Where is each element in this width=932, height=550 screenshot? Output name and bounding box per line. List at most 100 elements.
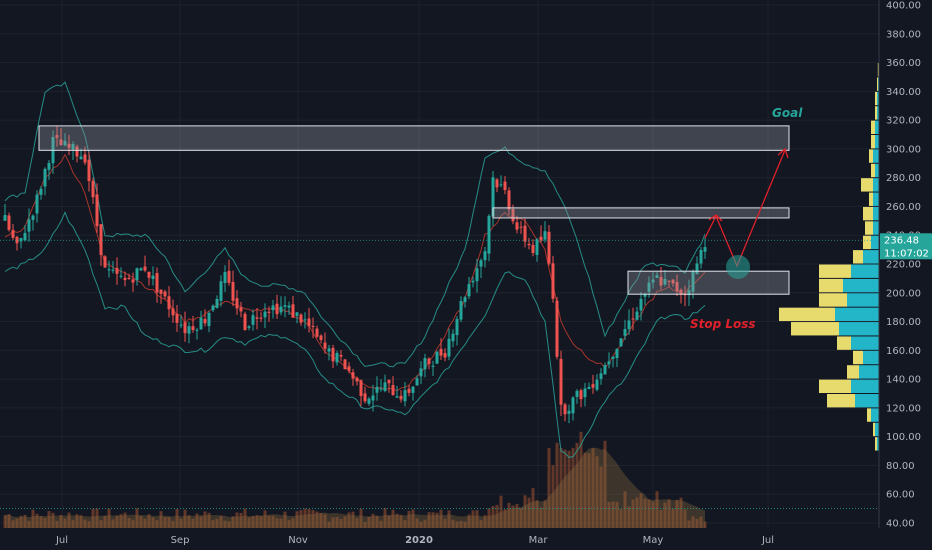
candle-body — [339, 354, 343, 357]
profile-buy-bar — [875, 163, 879, 178]
volume-bar — [83, 519, 87, 528]
y-tick-label: 60.00 — [886, 490, 915, 501]
candle-body — [511, 209, 515, 222]
candle-body — [251, 315, 255, 325]
volume-bar — [443, 518, 447, 528]
candle-body — [11, 229, 15, 238]
volume-bar — [647, 499, 651, 528]
volume-bar — [663, 502, 667, 528]
volume-bar — [379, 520, 383, 528]
stop-loss-annotation: Stop Loss — [690, 317, 756, 331]
candle-body — [663, 278, 667, 285]
candle-body — [223, 272, 227, 284]
volume-bar — [203, 511, 207, 528]
candle-body — [127, 277, 131, 279]
volume-bar — [31, 509, 35, 528]
volume-bar — [187, 515, 191, 528]
volume-bar — [23, 514, 27, 528]
profile-sell-bar — [863, 235, 871, 250]
y-tick-label: 100.00 — [886, 432, 921, 443]
y-tick-label: 80.00 — [886, 461, 915, 472]
volume-bar — [119, 514, 123, 528]
volume-bar — [223, 520, 227, 528]
candle-body — [407, 388, 411, 393]
volume-bar — [387, 515, 391, 528]
volume-bar — [167, 517, 171, 528]
candle-body — [399, 395, 403, 400]
candle-body — [563, 404, 567, 415]
candle-body — [219, 281, 223, 301]
candle-body — [275, 303, 279, 315]
candle-body — [271, 305, 275, 311]
candle-body — [203, 319, 207, 324]
volume-bar — [695, 518, 699, 528]
volume-bar — [331, 517, 335, 528]
candle-body — [507, 190, 511, 210]
volume-bar — [411, 509, 415, 528]
volume-ma-area — [5, 447, 705, 528]
candle-body — [239, 307, 243, 312]
volume-bar — [291, 518, 295, 528]
candle-body — [679, 289, 683, 295]
volume-bar — [667, 499, 671, 528]
y-tick-label: 260.00 — [886, 202, 921, 213]
volume-bar — [683, 509, 687, 528]
candle-body — [331, 347, 335, 362]
candle-body — [175, 313, 179, 323]
goal-zone — [38, 125, 790, 151]
volume-bar — [687, 520, 691, 528]
candle-body — [139, 268, 143, 271]
profile-buy-bar — [835, 307, 879, 322]
candle-body — [595, 379, 599, 390]
candle-body — [467, 284, 471, 297]
candle-body — [347, 366, 351, 371]
volume-bar — [143, 518, 147, 528]
volume-bar — [67, 512, 71, 528]
volume-bar — [135, 508, 139, 528]
profile-sell-bar — [853, 250, 863, 264]
volume-bar — [247, 517, 251, 528]
volume-bar — [39, 516, 43, 528]
profile-buy-bar — [873, 192, 879, 206]
volume-bar — [567, 450, 571, 528]
profile-sell-bar — [877, 77, 878, 91]
candle-body — [195, 329, 199, 331]
volume-bar — [463, 521, 467, 528]
candle-body — [515, 222, 519, 230]
volume-bar — [183, 509, 187, 528]
profile-buy-bar — [875, 120, 879, 134]
volume-bar — [327, 521, 331, 528]
candle-body — [387, 379, 391, 384]
volume-bar — [579, 431, 583, 528]
volume-bar — [699, 516, 703, 528]
candle-body — [479, 260, 483, 267]
volume-bar — [3, 515, 7, 528]
profile-sell-bar — [867, 408, 871, 422]
volume-bar — [555, 442, 559, 528]
volume-bar — [543, 500, 547, 528]
candle-body — [547, 231, 551, 264]
candle-body — [647, 282, 651, 292]
candle-body — [191, 326, 195, 330]
candle-body — [171, 308, 175, 316]
candle-body — [383, 382, 387, 392]
volume-bar — [535, 500, 539, 528]
volume-bar — [179, 518, 183, 528]
candle-body — [523, 225, 527, 242]
x-axis[interactable]: Jul Sep Nov 2020 Mar May Jul — [55, 535, 774, 546]
volume-bar — [639, 493, 643, 528]
volume-bar — [671, 508, 675, 528]
volume-bar — [11, 520, 15, 528]
volume-bar — [71, 519, 75, 528]
candle-body — [99, 224, 103, 255]
candle-body — [631, 318, 635, 320]
volume-bar — [343, 516, 347, 528]
candle-body — [291, 304, 295, 318]
profile-sell-bar — [819, 293, 847, 307]
candle-body — [211, 305, 215, 311]
candle-body — [135, 268, 139, 281]
volume-bar — [307, 509, 311, 528]
volume-bar — [559, 448, 563, 528]
candle-body — [307, 318, 311, 327]
